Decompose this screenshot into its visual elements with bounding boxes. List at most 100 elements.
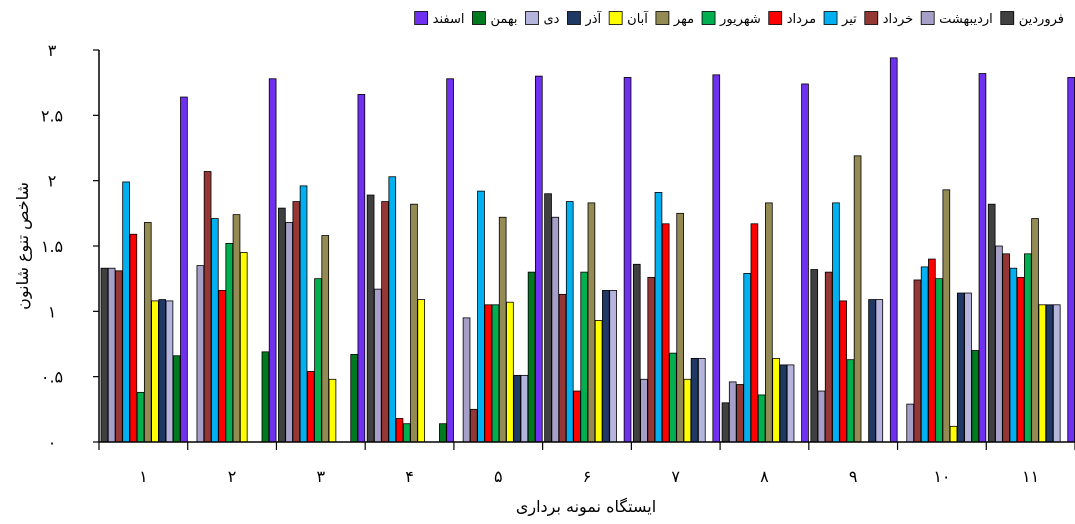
- bar: [609, 290, 617, 443]
- bar: [757, 394, 766, 443]
- bar: [122, 181, 130, 443]
- legend-label: اردیبهشت: [939, 12, 993, 27]
- bar: [285, 222, 293, 443]
- bar: [446, 78, 454, 443]
- bar: [165, 300, 174, 443]
- y-ticks: ۰ ۰.۵ ۱ ۱.۵ ۲ ۲.۵ ۳: [41, 41, 99, 452]
- bar: [203, 171, 212, 443]
- bar: [971, 350, 980, 443]
- bar: [1009, 267, 1018, 443]
- legend-label: دی: [544, 12, 560, 27]
- bar: [180, 96, 188, 443]
- x-axis-title: ایستگاه نمونه برداری: [516, 497, 656, 517]
- y-tick-label: ۱: [48, 302, 57, 321]
- bar: [278, 207, 286, 443]
- bar: [839, 300, 847, 443]
- x-tick-label: ۱۱: [1022, 467, 1039, 486]
- bar: [477, 190, 485, 443]
- bar: [558, 293, 567, 443]
- legend-swatch: [414, 11, 429, 25]
- bar: [1052, 304, 1061, 443]
- bar: [535, 75, 543, 443]
- x-tick-label: ۱: [139, 467, 148, 486]
- bar: [374, 288, 382, 443]
- bar: [410, 203, 418, 443]
- bar: [712, 74, 721, 443]
- legend: فروردین اردیبهشت خرداد تیر مرداد شهریور مهر آبا…: [414, 10, 1064, 27]
- bar: [602, 290, 610, 443]
- y-axis-title: شاخص تنوع شانون: [13, 182, 33, 310]
- legend-swatch: [920, 11, 935, 25]
- bar: [261, 351, 270, 443]
- bar: [551, 216, 560, 443]
- bar: [1002, 253, 1010, 443]
- bar: [306, 371, 315, 443]
- bar: [801, 83, 809, 443]
- bar: [321, 235, 330, 443]
- bars: [100, 57, 1075, 443]
- legend-label: اسفند: [433, 12, 465, 27]
- bar: [779, 364, 788, 443]
- bar: [484, 304, 493, 443]
- bar: [810, 269, 819, 443]
- bar: [1038, 304, 1047, 443]
- bar: [920, 266, 929, 443]
- bar: [889, 57, 898, 443]
- bar: [143, 222, 152, 443]
- bar: [469, 408, 478, 443]
- bar: [1016, 276, 1025, 443]
- legend-swatch: [823, 11, 838, 25]
- bar: [196, 265, 205, 443]
- legend-swatch: [525, 11, 539, 25]
- bar: [357, 94, 366, 443]
- bar: [328, 378, 337, 443]
- bar: [868, 299, 876, 443]
- bar: [949, 425, 958, 443]
- y-tick-label: ۲.۵: [41, 106, 63, 125]
- legend-swatch: [655, 11, 670, 25]
- bar: [388, 176, 397, 443]
- bar: [520, 374, 529, 443]
- bar: [292, 201, 301, 443]
- bar: [158, 299, 167, 443]
- legend-swatch: [701, 11, 716, 25]
- legend-swatch: [608, 11, 623, 25]
- bar: [594, 320, 603, 443]
- bar: [875, 299, 884, 443]
- bar: [995, 245, 1003, 443]
- legend-swatch: [472, 11, 486, 25]
- y-tick-label: ۰.۵: [41, 368, 63, 387]
- bar: [544, 193, 552, 443]
- bar: [654, 192, 663, 443]
- bar: [136, 391, 145, 443]
- bar: [580, 271, 589, 443]
- bar: [736, 384, 744, 443]
- bar: [232, 214, 241, 443]
- bar: [498, 216, 507, 443]
- bar: [846, 359, 855, 443]
- bar: [350, 354, 358, 443]
- bar: [314, 278, 322, 443]
- bar: [987, 203, 996, 443]
- bar: [1031, 218, 1039, 443]
- bar: [527, 271, 536, 443]
- bar: [817, 390, 826, 443]
- legend-label: شهریور: [719, 12, 761, 27]
- bar: [669, 352, 677, 443]
- bar: [395, 418, 404, 443]
- y-tick-label: ۳: [48, 41, 57, 60]
- bar: [299, 185, 308, 443]
- legend-swatch: [567, 11, 581, 25]
- legend-label: آبان: [627, 10, 649, 27]
- bar: [151, 300, 159, 443]
- bar: [268, 78, 277, 443]
- x-tick-label: ۴: [405, 467, 414, 486]
- legend-label: بهمن: [490, 12, 517, 27]
- bar: [978, 73, 987, 443]
- bar: [632, 263, 641, 443]
- bar: [172, 355, 181, 443]
- bar: [366, 194, 375, 443]
- bar: [956, 292, 965, 443]
- bar: [942, 189, 951, 443]
